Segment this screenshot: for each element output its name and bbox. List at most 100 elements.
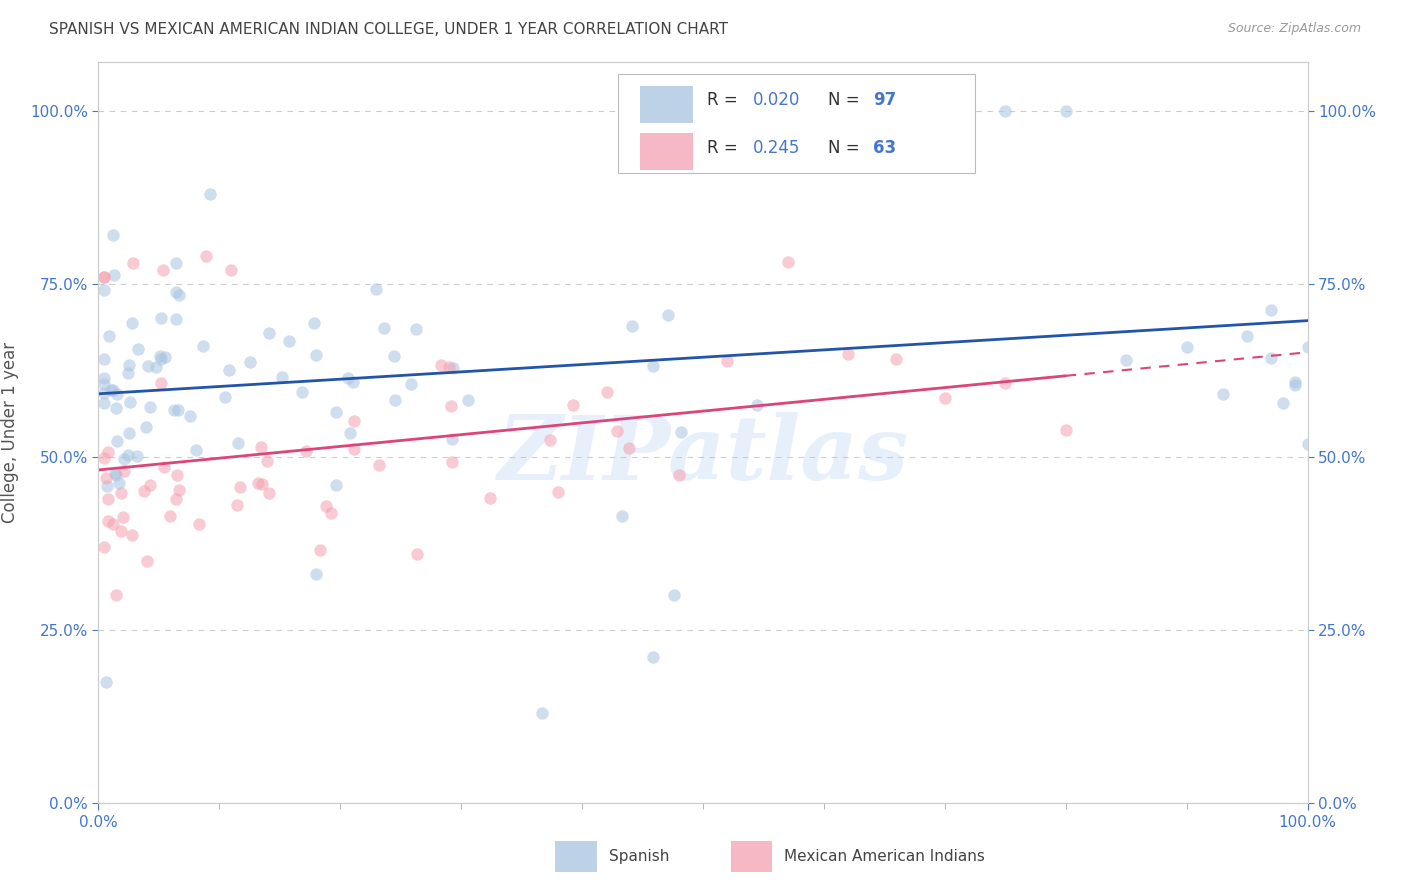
Point xyxy=(252,477,274,491)
Point xyxy=(437,359,460,374)
Point xyxy=(457,392,479,407)
Point xyxy=(155,351,177,365)
Point xyxy=(214,390,236,404)
Point xyxy=(325,477,347,491)
Point xyxy=(373,321,395,335)
Point xyxy=(368,458,391,472)
Text: 97: 97 xyxy=(873,91,897,110)
Point xyxy=(339,425,361,440)
Point xyxy=(98,329,121,343)
Point xyxy=(596,384,619,399)
Point xyxy=(364,282,387,296)
Point xyxy=(136,359,159,373)
Point xyxy=(112,451,135,466)
Point xyxy=(167,288,190,302)
Text: Source: ZipAtlas.com: Source: ZipAtlas.com xyxy=(1227,22,1361,36)
Point xyxy=(304,567,326,582)
Point xyxy=(1236,328,1258,343)
Point xyxy=(150,376,173,390)
Point xyxy=(191,339,214,353)
Point xyxy=(117,448,139,462)
Point xyxy=(302,316,325,330)
Point xyxy=(405,321,427,335)
Point xyxy=(105,588,128,602)
Point xyxy=(93,376,115,391)
FancyBboxPatch shape xyxy=(555,840,596,871)
Point xyxy=(93,396,115,410)
Point xyxy=(776,255,799,269)
Point xyxy=(1175,340,1198,354)
Point xyxy=(112,464,135,478)
Text: N =: N = xyxy=(828,139,865,157)
Point xyxy=(105,434,128,448)
Point xyxy=(405,547,427,561)
Point xyxy=(97,445,120,459)
Point xyxy=(226,498,249,512)
Point xyxy=(103,516,125,531)
Point xyxy=(165,256,187,270)
Point xyxy=(105,387,128,401)
Point xyxy=(430,358,453,372)
Point xyxy=(479,491,502,505)
Point xyxy=(610,509,633,524)
Point xyxy=(104,467,127,482)
Point xyxy=(219,263,242,277)
Point xyxy=(218,362,240,376)
Point xyxy=(294,444,316,458)
Point xyxy=(617,441,640,455)
Point xyxy=(668,468,690,483)
Point xyxy=(110,524,132,538)
Point xyxy=(934,103,956,118)
Point xyxy=(621,318,644,333)
Point xyxy=(1115,353,1137,368)
Point xyxy=(837,103,859,118)
FancyBboxPatch shape xyxy=(640,133,693,170)
Point xyxy=(1212,386,1234,401)
Point xyxy=(229,479,252,493)
Point xyxy=(166,467,188,482)
Point xyxy=(195,249,218,263)
Point xyxy=(1284,375,1306,389)
Point xyxy=(127,343,149,357)
Point xyxy=(121,256,143,270)
Point xyxy=(138,478,160,492)
Point xyxy=(152,263,174,277)
Point xyxy=(111,510,134,524)
Point xyxy=(148,349,170,363)
Point xyxy=(994,376,1017,391)
Point xyxy=(1054,423,1077,437)
Point xyxy=(93,540,115,554)
Point xyxy=(118,359,141,373)
Point xyxy=(101,228,124,243)
Point xyxy=(165,492,187,507)
Point xyxy=(342,375,364,389)
Point xyxy=(104,401,127,416)
Point xyxy=(657,308,679,322)
Point xyxy=(643,650,665,665)
Point xyxy=(167,483,190,498)
Point xyxy=(121,528,143,542)
Point xyxy=(96,674,118,689)
Point xyxy=(187,516,209,531)
Point xyxy=(239,355,262,369)
Point xyxy=(343,414,366,428)
Point xyxy=(547,484,569,499)
Point xyxy=(745,399,768,413)
Point xyxy=(121,316,143,330)
Point xyxy=(308,542,330,557)
Point xyxy=(125,449,148,463)
Point xyxy=(97,492,120,507)
Text: SPANISH VS MEXICAN AMERICAN INDIAN COLLEGE, UNDER 1 YEAR CORRELATION CHART: SPANISH VS MEXICAN AMERICAN INDIAN COLLE… xyxy=(49,22,728,37)
Point xyxy=(669,425,692,439)
Point xyxy=(441,361,464,376)
Text: Spanish: Spanish xyxy=(609,848,669,863)
Point xyxy=(145,360,167,375)
Point xyxy=(101,383,124,397)
Point xyxy=(440,399,463,413)
Point xyxy=(149,311,172,326)
Point xyxy=(97,514,120,528)
Point xyxy=(93,450,115,465)
Point xyxy=(1260,351,1282,366)
Point xyxy=(150,352,173,367)
Point xyxy=(531,706,554,720)
